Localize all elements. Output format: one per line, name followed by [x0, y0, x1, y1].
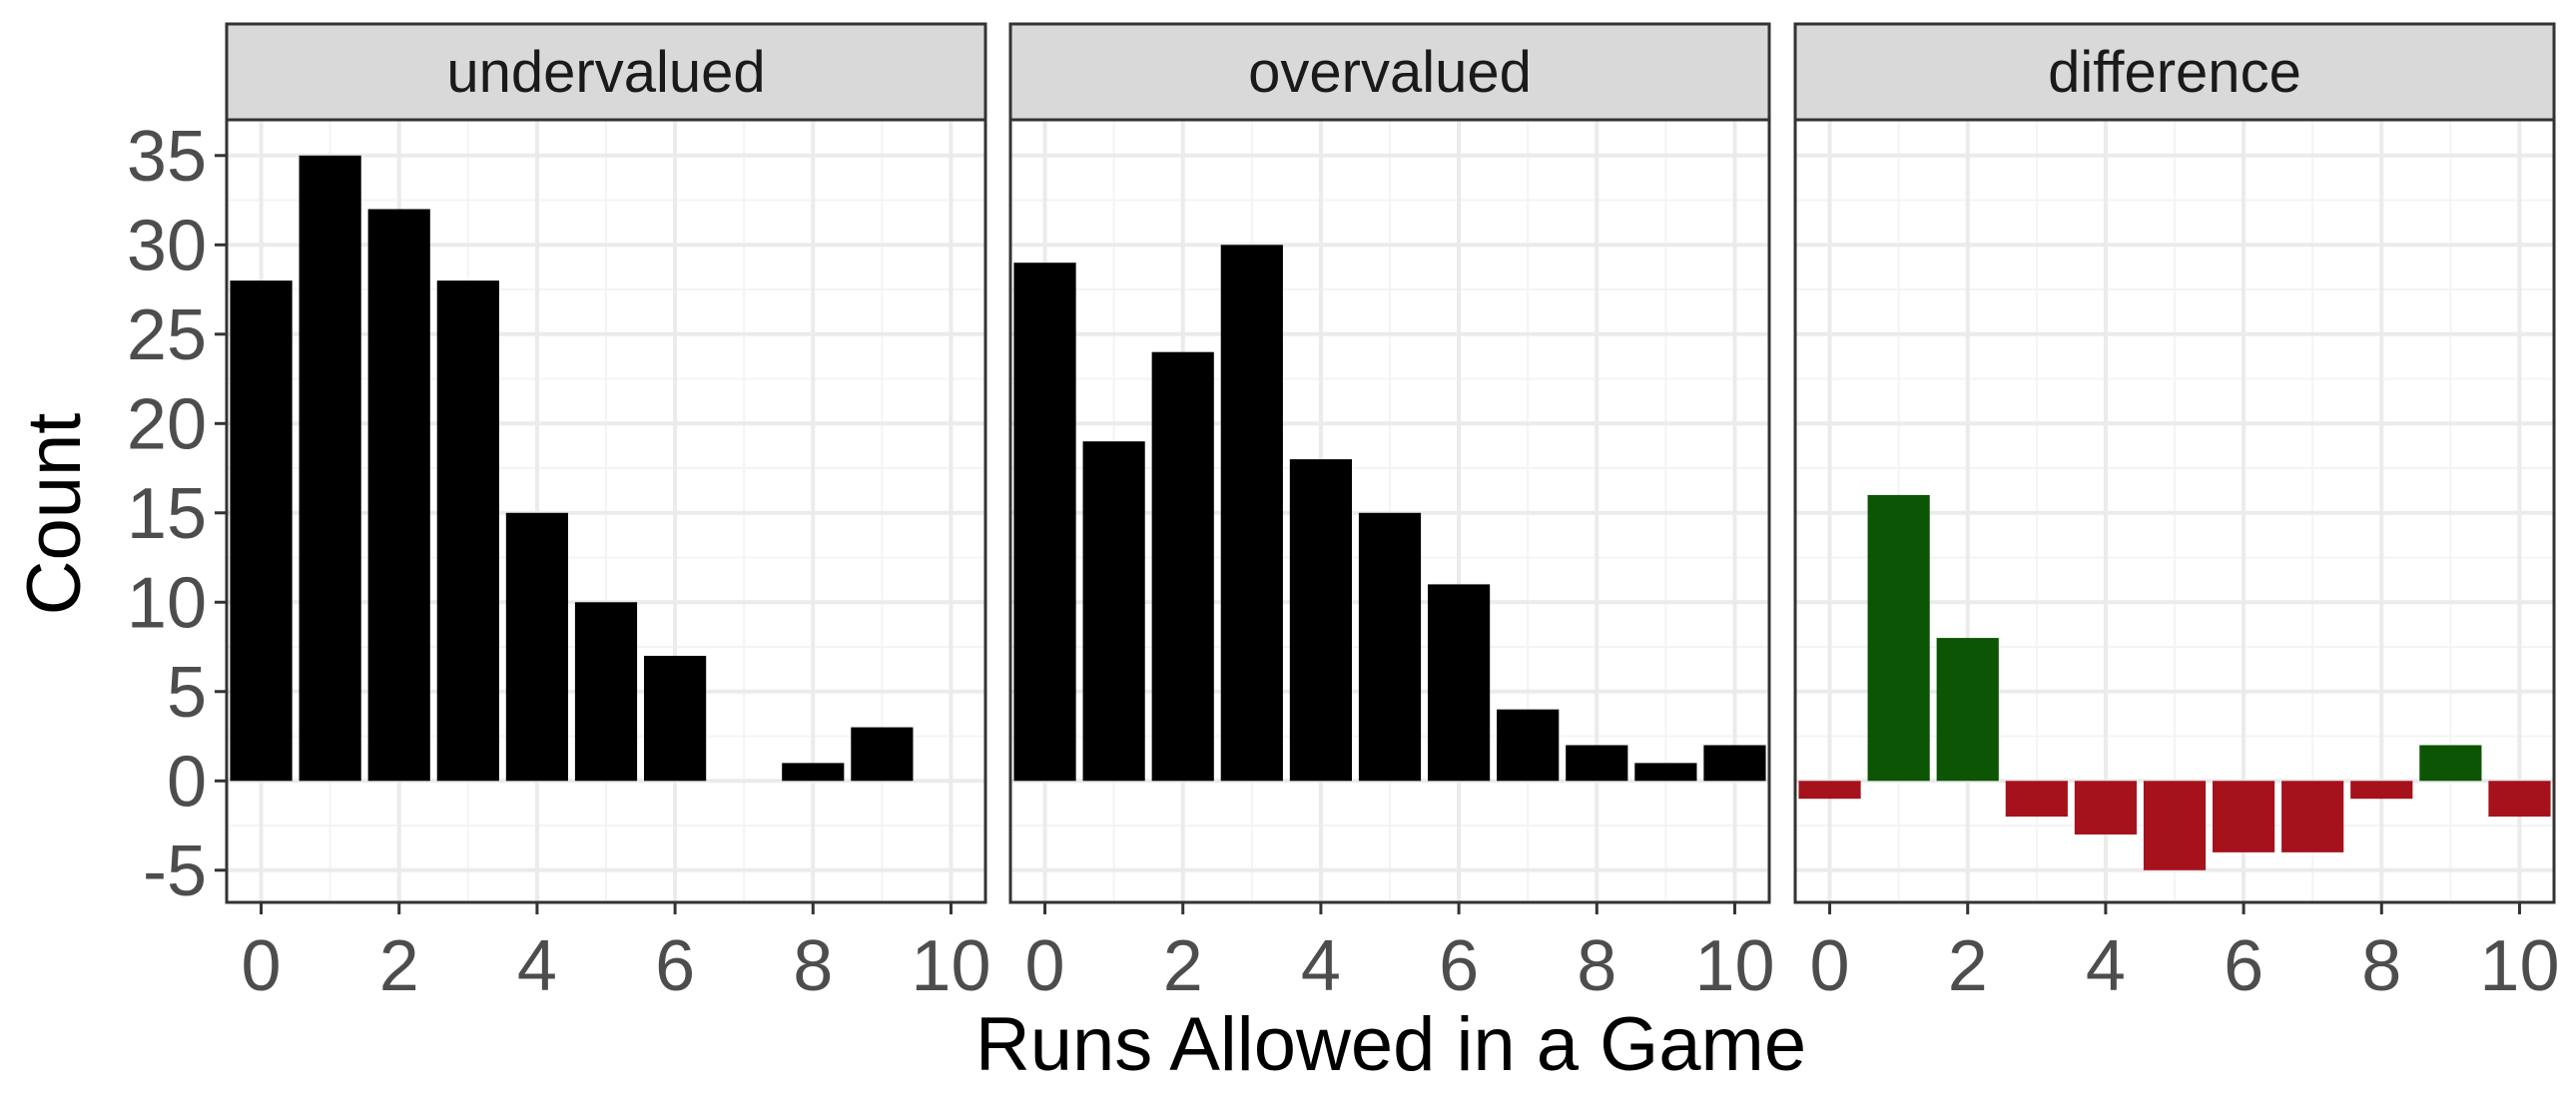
bar — [436, 280, 499, 782]
facet-strip-label: difference — [2048, 40, 2301, 105]
bar — [1151, 351, 1214, 782]
bar — [2143, 781, 2207, 870]
bar — [1566, 745, 1628, 782]
y-axis-title: Count — [12, 413, 97, 616]
bar — [1703, 745, 1766, 782]
x-tick-label: 2 — [1163, 926, 1203, 1006]
bar — [230, 280, 293, 782]
y-tick-label: 0 — [167, 742, 207, 822]
bar — [782, 763, 845, 782]
x-tick-label: 8 — [793, 926, 833, 1006]
bar — [1936, 638, 1999, 782]
bar — [1013, 263, 1076, 782]
bar — [1220, 245, 1283, 782]
y-tick-label: 20 — [127, 384, 207, 464]
x-tick-label: 0 — [1810, 926, 1850, 1006]
y-tick-label: 30 — [127, 206, 207, 285]
y-tick-label: 5 — [167, 653, 207, 733]
x-tick-label: 8 — [1577, 926, 1616, 1006]
y-tick-label: 10 — [127, 563, 207, 643]
x-tick-label: 6 — [2224, 926, 2263, 1006]
bar — [505, 512, 568, 782]
x-tick-label: 8 — [2361, 926, 2401, 1006]
facet-strip-label: overvalued — [1248, 40, 1532, 105]
x-tick-label: 0 — [242, 926, 282, 1006]
bar — [367, 209, 430, 782]
bar — [1428, 584, 1491, 782]
bar — [1798, 781, 1861, 800]
bar — [1634, 763, 1697, 782]
x-tick-label: 4 — [2086, 926, 2126, 1006]
y-tick-label: 15 — [127, 474, 207, 554]
panel-overvalued: overvalued 0 2 4 6 8 10 — [1008, 22, 1775, 1006]
x-tick-label: 2 — [1948, 926, 1988, 1006]
bar — [2074, 781, 2137, 835]
facet-strip — [225, 22, 987, 122]
x-tick-label: 10 — [2479, 926, 2559, 1006]
bar — [2005, 781, 2068, 818]
bar — [1082, 441, 1145, 782]
x-tick-label: 0 — [1025, 926, 1065, 1006]
panel-undervalued: undervalued 0 2 4 6 8 10 — [225, 22, 991, 1006]
bar — [2419, 745, 2482, 782]
y-tick-label: 35 — [127, 117, 207, 197]
x-tick-label: 10 — [1694, 926, 1774, 1006]
facet-strip — [1008, 22, 1771, 122]
bar — [2281, 781, 2344, 852]
x-tick-label: 6 — [655, 926, 695, 1006]
bar — [299, 155, 361, 782]
bar — [644, 655, 707, 782]
y-tick-label: -5 — [143, 832, 207, 911]
x-tick-label: 10 — [911, 926, 990, 1006]
x-tick-label: 6 — [1439, 926, 1479, 1006]
bar — [1358, 512, 1422, 782]
bar — [1497, 709, 1560, 782]
y-tick-label: 25 — [127, 295, 207, 375]
x-axis-title: Runs Allowed in a Game — [975, 1002, 1806, 1087]
facet-strip-label: undervalued — [446, 40, 765, 105]
bar — [851, 727, 914, 782]
facet-strip — [1793, 22, 2556, 122]
bar — [2213, 781, 2275, 852]
bar — [2350, 781, 2413, 800]
x-tick-label: 4 — [517, 926, 557, 1006]
bar — [574, 602, 638, 782]
x-tick-label: 2 — [379, 926, 419, 1006]
bar — [1289, 459, 1352, 782]
bar — [1867, 494, 1930, 782]
panel-difference: difference 0 2 4 6 8 10 — [1793, 22, 2560, 1006]
x-tick-label: 4 — [1301, 926, 1341, 1006]
bar — [2488, 781, 2551, 818]
